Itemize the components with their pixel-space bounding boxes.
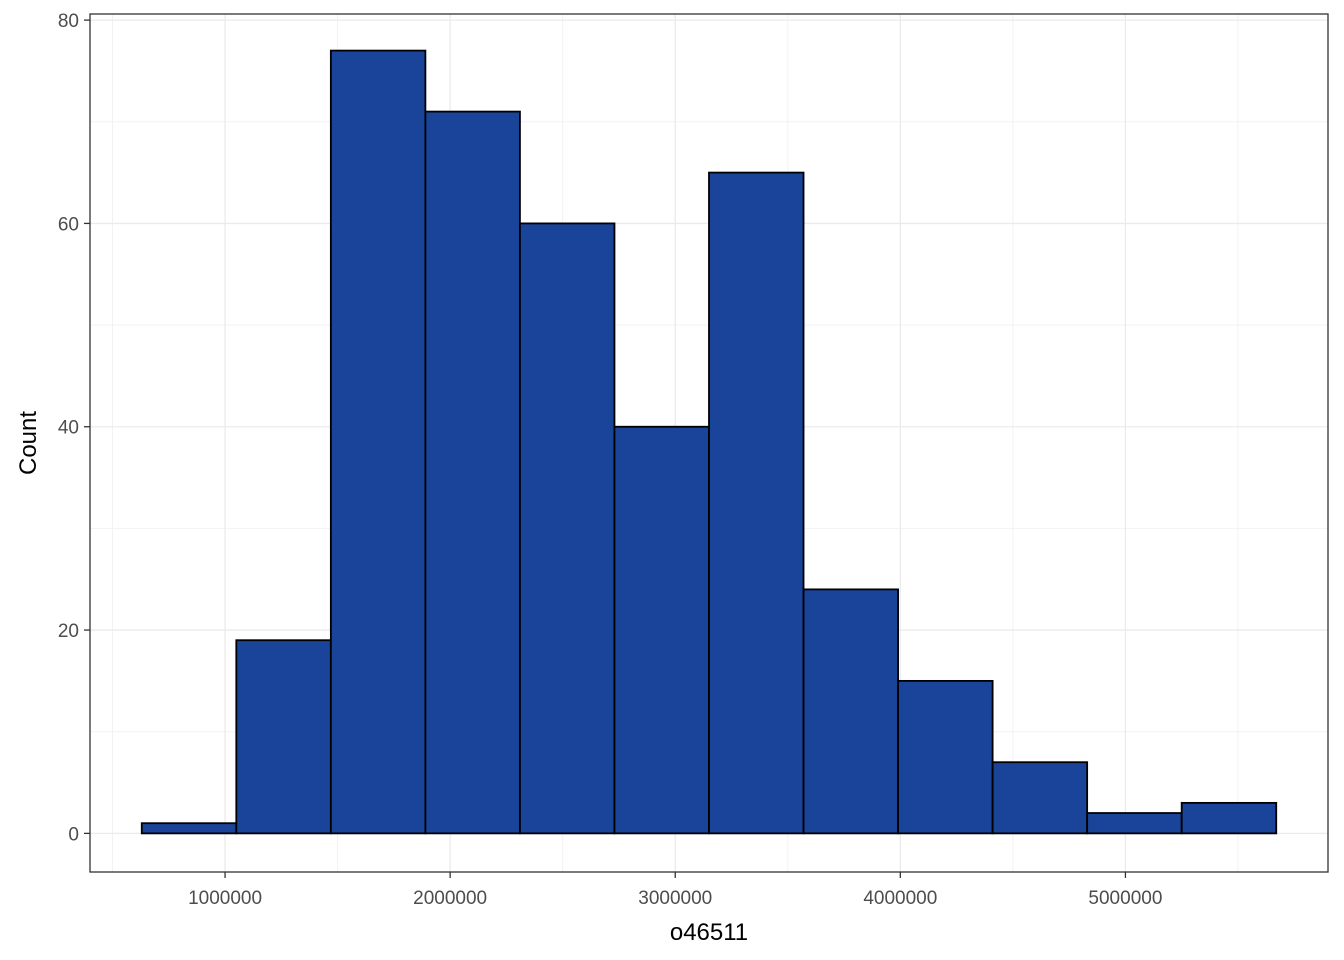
histogram-bar	[235, 639, 332, 835]
histogram-bars	[140, 49, 1278, 835]
histogram-bar	[424, 110, 521, 835]
x-axis-ticks: 1000000 2000000 3000000 4000000 5000000	[188, 872, 1162, 909]
histogram-bar	[329, 49, 427, 835]
histogram-bar	[613, 425, 710, 835]
histogram-bar	[802, 588, 899, 835]
histogram-bar	[140, 822, 238, 835]
panel-border	[89, 13, 1329, 873]
x-tick-label: 4000000	[863, 888, 937, 909]
y-tick-label: 0	[68, 824, 79, 845]
y-tick-label: 40	[58, 418, 79, 439]
x-tick-label: 2000000	[413, 888, 487, 909]
histogram-bar	[1086, 812, 1183, 835]
x-axis-title: o46511	[670, 919, 748, 946]
y-tick-label: 20	[58, 621, 79, 642]
histogram-bar	[897, 679, 994, 835]
y-axis-ticks: 0 20 40 60 80	[58, 11, 90, 845]
histogram-bar	[708, 171, 805, 835]
histogram-bar	[991, 761, 1089, 835]
x-tick-label: 5000000	[1088, 888, 1162, 909]
y-tick-label: 80	[58, 11, 79, 32]
x-tick-label: 1000000	[188, 888, 262, 909]
y-axis-title: Count	[15, 411, 42, 475]
histogram-bar	[1180, 801, 1278, 835]
histogram-bar	[519, 222, 616, 835]
x-tick-label: 3000000	[638, 888, 712, 909]
y-tick-label: 60	[58, 214, 79, 235]
